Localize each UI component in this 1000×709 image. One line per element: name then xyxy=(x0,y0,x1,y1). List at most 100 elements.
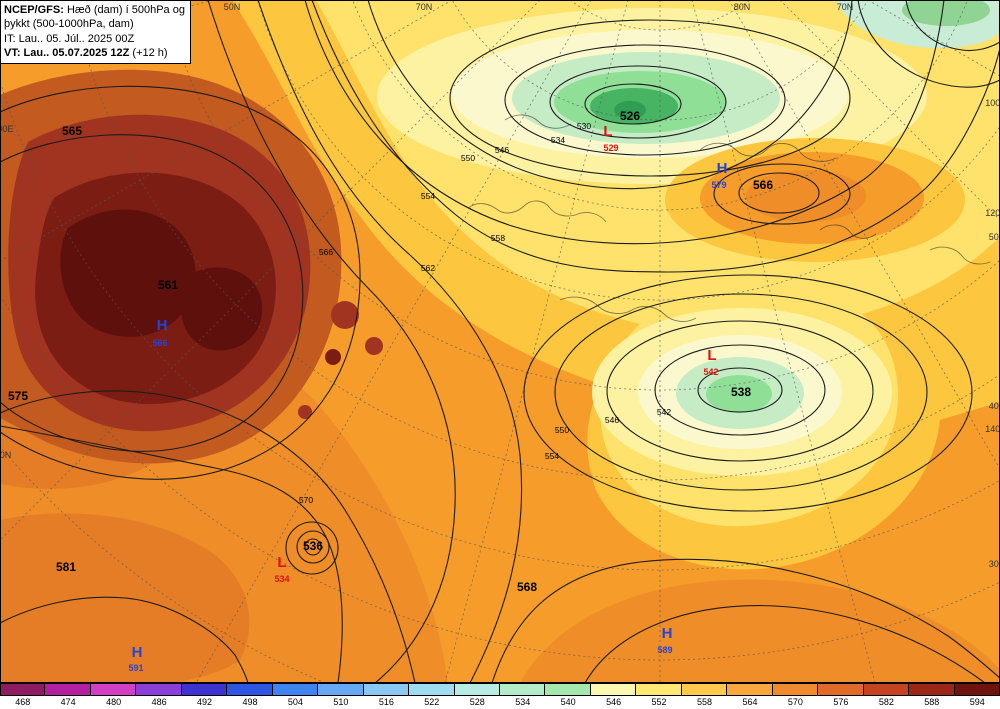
colorbar-value: 582 xyxy=(878,697,894,707)
coastline xyxy=(559,296,697,322)
contour-label-small: 562 xyxy=(421,263,435,273)
thickness-region xyxy=(614,101,646,119)
coastline xyxy=(467,200,607,223)
colorbar-value: 588 xyxy=(924,697,940,707)
pressure-center-high: H xyxy=(132,644,143,661)
colorbar-swatch xyxy=(818,683,864,696)
contour-label-small: 546 xyxy=(495,145,509,155)
pressure-center-value: 591 xyxy=(128,663,143,673)
colorbar-swatch xyxy=(727,683,773,696)
height-contour xyxy=(584,605,986,683)
height-contours xyxy=(0,0,1000,683)
colorbar-cell: 474 xyxy=(45,683,91,709)
coastline xyxy=(929,246,991,265)
colorbar-swatch xyxy=(863,683,910,696)
colorbar-cell: 522 xyxy=(409,683,455,709)
contour-label: 538 xyxy=(731,385,751,399)
graticule-label: 70N xyxy=(416,2,433,12)
colorbar-swatch xyxy=(772,683,819,696)
colorbar-value: 558 xyxy=(697,697,713,707)
colorbar-swatch xyxy=(136,683,182,696)
coastline xyxy=(819,224,877,239)
contour-label-small: 550 xyxy=(555,425,569,435)
height-contour xyxy=(207,0,456,683)
colorbar-cell: 588 xyxy=(909,683,955,709)
height-contour xyxy=(285,521,339,575)
colorbar-value: 504 xyxy=(287,697,303,707)
height-contour xyxy=(504,44,786,156)
height-contour xyxy=(0,425,343,683)
colorbar-cell: 552 xyxy=(636,683,682,709)
contour-label-small: 570 xyxy=(299,495,313,505)
colorbar-value: 492 xyxy=(197,697,213,707)
height-contour xyxy=(523,274,973,512)
thickness-region xyxy=(365,337,383,355)
thickness-region xyxy=(181,267,263,351)
height-contour xyxy=(0,134,304,452)
contour-label: 565 xyxy=(62,124,82,138)
map-labels: 50N 70N 80N 70N 100E 20N 100W 120W 50N 40N 140W 30N… xyxy=(0,2,1000,673)
height-contour xyxy=(257,0,523,683)
meridian-line xyxy=(0,0,453,262)
thickness-region xyxy=(520,579,1000,683)
pressure-center-value: 542 xyxy=(703,367,718,377)
colorbar-swatch xyxy=(636,683,682,696)
graticule-label: 50N xyxy=(224,2,241,12)
colorbar-swatch xyxy=(0,683,46,696)
height-contour xyxy=(549,65,727,139)
colorbar-swatch xyxy=(545,683,591,696)
graticule-label: 140W xyxy=(985,424,1000,434)
init-time: IT: Lau.. 05. Júl.. 2025 00Z xyxy=(4,32,135,45)
contour-label-small: 546 xyxy=(605,415,619,425)
height-contour xyxy=(738,172,820,214)
contour-label-small: 566 xyxy=(319,247,333,257)
thickness-region xyxy=(706,375,772,413)
height-contour xyxy=(713,163,851,225)
colorbar-swatch xyxy=(499,683,546,696)
thickness-region xyxy=(746,170,866,222)
graticule-label: 70N xyxy=(837,2,854,12)
colorbar-cell: 516 xyxy=(363,683,410,709)
contour-label: 566 xyxy=(753,178,773,192)
colorbar-value: 576 xyxy=(833,697,849,707)
height-contour xyxy=(606,320,874,462)
contour-label-small: 558 xyxy=(491,233,505,243)
height-contour xyxy=(857,0,1000,88)
height-contour xyxy=(449,19,851,177)
parallel-line xyxy=(0,294,1000,661)
thickness-region xyxy=(325,349,341,365)
colorbar-swatch xyxy=(590,683,637,696)
height-contour xyxy=(0,390,416,683)
chart-title-line1: NCEP/GFS: Hæð (dam) í 500hPa og xyxy=(4,3,185,17)
colorbar-swatch xyxy=(318,683,364,696)
colorbar-swatch xyxy=(227,683,273,696)
graticule-label: 40N xyxy=(989,401,1000,411)
colorbar-value: 534 xyxy=(515,697,531,707)
height-contour xyxy=(311,0,1000,273)
graticule-label: 120W xyxy=(985,208,1000,218)
colorbar-value: 486 xyxy=(151,697,167,707)
contour-label: 561 xyxy=(158,278,178,292)
height-contour xyxy=(0,596,249,683)
weather-map: 50N 70N 80N 70N 100E 20N 100W 120W 50N 40N 140W 30N… xyxy=(0,0,1000,683)
graticule-label: 80N xyxy=(734,2,751,12)
contour-label-small: 550 xyxy=(461,153,475,163)
pressure-center-value: 579 xyxy=(711,180,726,190)
valid-time-bold: VT: Lau.. 05.07.2025 12Z xyxy=(4,46,130,59)
contour-label: 581 xyxy=(56,560,76,574)
colorbar-value: 510 xyxy=(333,697,349,707)
height-contour xyxy=(367,0,853,190)
colorbar-value: 522 xyxy=(424,697,440,707)
height-contour xyxy=(584,83,682,125)
parallel-line xyxy=(451,0,869,121)
height-contour xyxy=(0,85,361,480)
colorbar-cell: 594 xyxy=(954,683,1000,709)
meridian-line xyxy=(0,0,541,541)
contour-label-small: 554 xyxy=(545,451,559,461)
colorbar-swatch xyxy=(909,683,955,696)
colorbar-value: 498 xyxy=(242,697,258,707)
contour-label: 526 xyxy=(620,109,640,123)
colorbar-value: 564 xyxy=(742,697,758,707)
contour-label: 575 xyxy=(8,389,28,403)
